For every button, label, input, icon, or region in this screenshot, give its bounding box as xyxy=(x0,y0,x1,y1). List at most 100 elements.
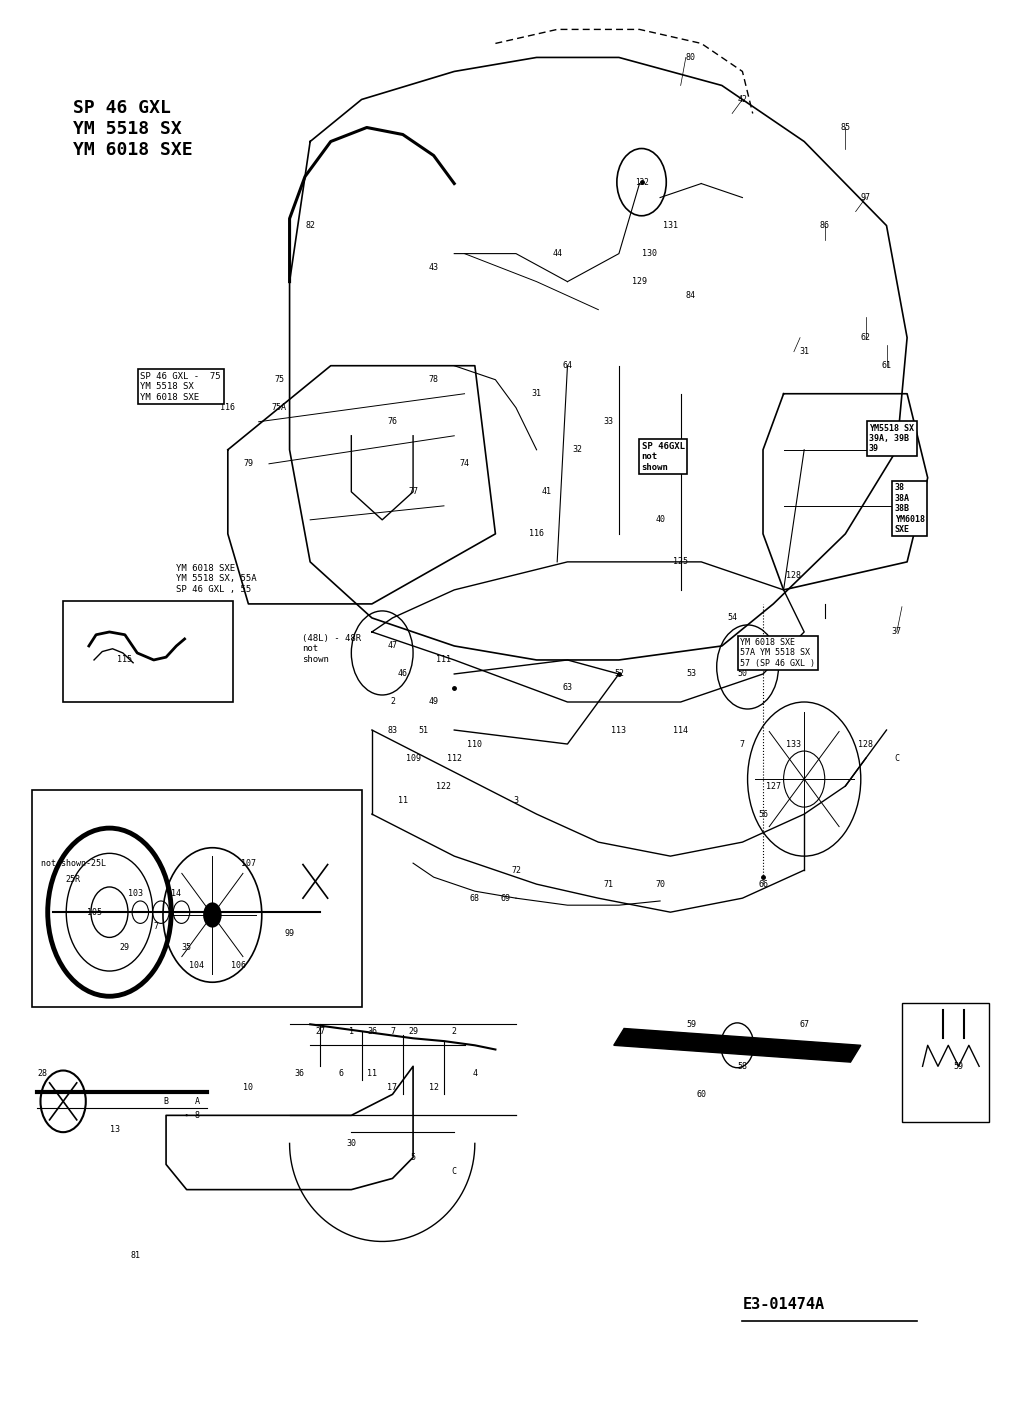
Text: 61: 61 xyxy=(881,361,892,371)
Text: 74: 74 xyxy=(459,459,470,469)
Text: 12: 12 xyxy=(428,1082,439,1092)
Text: 131: 131 xyxy=(663,220,678,230)
Text: 71: 71 xyxy=(604,880,614,889)
Text: YM 6018 SXE
YM 5518 SX, 55A
SP 46 GXL , 55: YM 6018 SXE YM 5518 SX, 55A SP 46 GXL , … xyxy=(176,564,257,594)
Text: B: B xyxy=(163,1097,168,1106)
Text: 17: 17 xyxy=(387,1082,397,1092)
Text: 13: 13 xyxy=(109,1125,120,1134)
Text: 33: 33 xyxy=(604,417,614,427)
Text: 53: 53 xyxy=(686,670,696,678)
Text: 2: 2 xyxy=(452,1026,457,1036)
Text: 36: 36 xyxy=(295,1068,304,1078)
Text: 130: 130 xyxy=(642,249,657,258)
Text: SP 46 GXL
YM 5518 SX
YM 6018 SXE: SP 46 GXL YM 5518 SX YM 6018 SXE xyxy=(73,100,193,159)
Text: 112: 112 xyxy=(447,754,461,762)
Text: 44: 44 xyxy=(552,249,562,258)
Text: 81: 81 xyxy=(130,1251,140,1259)
Text: 75: 75 xyxy=(275,375,284,385)
Text: 7: 7 xyxy=(390,1026,395,1036)
Text: 43: 43 xyxy=(428,263,439,272)
Text: 109: 109 xyxy=(406,754,421,762)
Text: 5: 5 xyxy=(411,1153,416,1163)
Text: 42: 42 xyxy=(738,95,747,104)
Text: 104: 104 xyxy=(190,960,204,970)
Text: 7: 7 xyxy=(154,921,158,931)
Text: (48L) - 48R
not
shown: (48L) - 48R not shown xyxy=(302,633,361,664)
Text: 99: 99 xyxy=(285,928,294,938)
Text: 78: 78 xyxy=(428,375,439,385)
Text: 1: 1 xyxy=(349,1026,354,1036)
Text: 63: 63 xyxy=(562,684,573,692)
Text: 54: 54 xyxy=(728,614,737,622)
Text: 66: 66 xyxy=(759,880,768,889)
Text: 58: 58 xyxy=(738,1061,747,1071)
Text: 103: 103 xyxy=(128,890,142,899)
Text: A: A xyxy=(194,1097,199,1106)
Text: 10: 10 xyxy=(244,1082,254,1092)
Text: 111: 111 xyxy=(437,656,451,664)
Text: 97: 97 xyxy=(861,194,871,202)
Text: 132: 132 xyxy=(635,178,648,187)
Text: 31: 31 xyxy=(531,389,542,399)
Text: 46: 46 xyxy=(397,670,408,678)
Text: 2: 2 xyxy=(390,698,395,706)
Text: 59: 59 xyxy=(686,1019,696,1029)
Text: 11: 11 xyxy=(367,1068,377,1078)
Text: C: C xyxy=(452,1167,457,1177)
Text: 107: 107 xyxy=(240,859,256,868)
Text: E3-01474A: E3-01474A xyxy=(742,1297,825,1311)
Text: 31: 31 xyxy=(799,347,809,357)
Text: 129: 129 xyxy=(632,277,647,286)
Text: 32: 32 xyxy=(573,445,583,455)
Text: SP 46 GXL -  75
YM 5518 SX
YM 6018 SXE: SP 46 GXL - 75 YM 5518 SX YM 6018 SXE xyxy=(140,372,221,402)
Polygon shape xyxy=(614,1029,861,1061)
Text: 36: 36 xyxy=(367,1026,377,1036)
Text: 49: 49 xyxy=(428,698,439,706)
Text: 128: 128 xyxy=(786,571,802,580)
Text: YM 6018 SXE
57A YM 5518 SX
57 (SP 46 GXL ): YM 6018 SXE 57A YM 5518 SX 57 (SP 46 GXL… xyxy=(740,637,815,668)
Text: 122: 122 xyxy=(437,782,451,790)
Text: 82: 82 xyxy=(305,220,315,230)
Text: SP 46GXL
not
shown: SP 46GXL not shown xyxy=(642,442,684,472)
Text: 29: 29 xyxy=(408,1026,418,1036)
Bar xyxy=(902,1004,990,1122)
Text: 127: 127 xyxy=(766,782,781,790)
Text: 86: 86 xyxy=(819,220,830,230)
Text: 3: 3 xyxy=(514,796,518,804)
Text: 35: 35 xyxy=(182,942,192,952)
Text: 80: 80 xyxy=(686,53,696,62)
Bar xyxy=(32,790,361,1008)
Text: 125: 125 xyxy=(673,557,688,566)
Text: 41: 41 xyxy=(542,487,552,497)
Text: 115: 115 xyxy=(118,656,132,664)
Text: 70: 70 xyxy=(655,880,665,889)
Text: YM5518 SX
39A, 39B
39: YM5518 SX 39A, 39B 39 xyxy=(869,424,914,453)
Text: 79: 79 xyxy=(244,459,254,469)
Text: 4: 4 xyxy=(473,1068,478,1078)
Text: 116: 116 xyxy=(529,529,544,538)
Text: 62: 62 xyxy=(861,333,871,343)
Text: C: C xyxy=(895,754,899,762)
Text: 64: 64 xyxy=(562,361,573,371)
Text: 133: 133 xyxy=(786,740,802,748)
Text: 59: 59 xyxy=(954,1061,964,1071)
Text: 27: 27 xyxy=(316,1026,325,1036)
Text: 113: 113 xyxy=(611,726,626,734)
Text: 77: 77 xyxy=(408,487,418,497)
Text: 85: 85 xyxy=(840,124,850,132)
Text: 50: 50 xyxy=(738,670,747,678)
Text: 29: 29 xyxy=(120,942,130,952)
Circle shape xyxy=(203,903,222,928)
Text: 51: 51 xyxy=(418,726,428,734)
Text: 106: 106 xyxy=(230,960,246,970)
Text: 28: 28 xyxy=(37,1068,47,1078)
Text: 68: 68 xyxy=(470,894,480,903)
Text: 69: 69 xyxy=(501,894,511,903)
Text: 38
38A
38B
YM6018
SXE: 38 38A 38B YM6018 SXE xyxy=(895,483,925,534)
Text: 75A: 75A xyxy=(271,403,287,413)
Text: 30: 30 xyxy=(347,1139,356,1148)
Text: 8: 8 xyxy=(194,1111,199,1120)
Text: 67: 67 xyxy=(799,1019,809,1029)
Text: 116: 116 xyxy=(220,403,235,413)
Text: 37: 37 xyxy=(892,628,902,636)
